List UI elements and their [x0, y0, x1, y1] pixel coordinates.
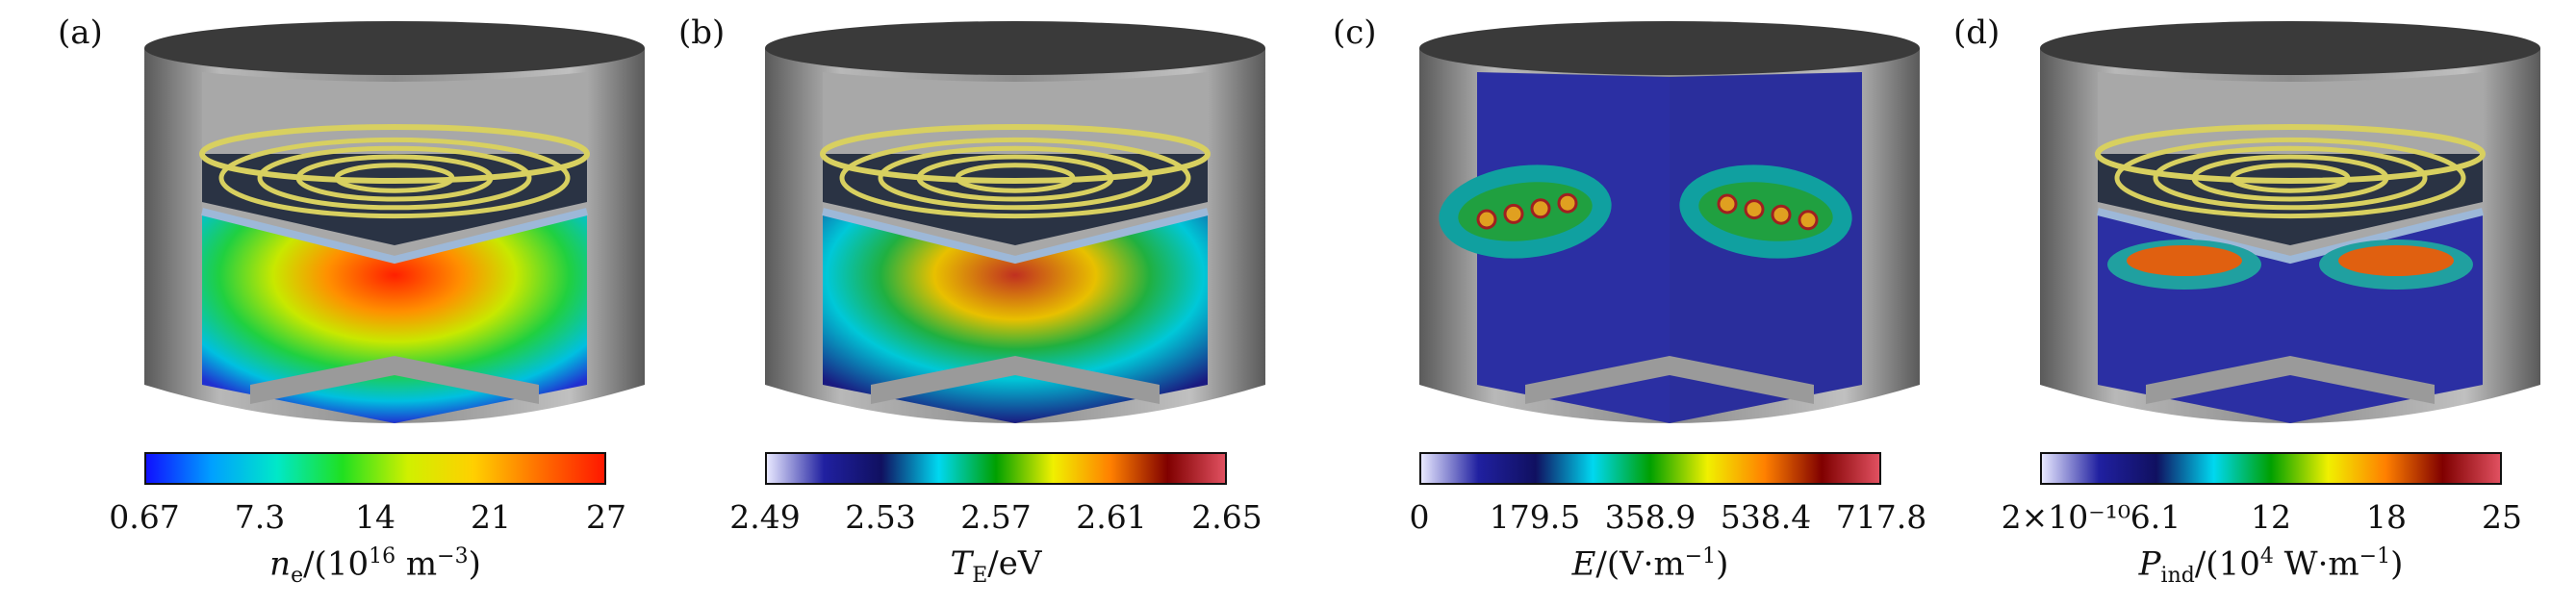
coil-outer — [2095, 124, 2486, 184]
chamber-lid — [1419, 21, 1920, 75]
chamber-base — [250, 356, 539, 404]
field-hotspot — [1798, 210, 1819, 231]
colorbar-tick: 2.53 — [845, 498, 916, 536]
field-hotspot — [1744, 199, 1765, 220]
coil-ring — [839, 137, 1191, 219]
label-unit-text: /(V·m — [1595, 544, 1685, 584]
chamber-lid — [144, 21, 645, 75]
label-quantity-sub: e — [291, 564, 304, 589]
colorbar-tick: 27 — [586, 498, 626, 536]
label-unit-sup: 16 — [369, 544, 396, 568]
colorbar-tick: 2×10⁻¹⁰ — [2001, 498, 2131, 536]
label-unit-tail: m — [395, 544, 438, 584]
power-lobe-core — [2338, 245, 2454, 276]
chamber-base — [2146, 356, 2435, 404]
chamber-render — [765, 21, 1265, 423]
label-unit-sup: −1 — [1684, 544, 1717, 568]
colorbar — [1419, 452, 1881, 485]
panel-d: (d) 2×10⁻¹⁰ 6.1 12 18 25 Pind/(104 W·m−1) — [1953, 0, 2569, 606]
chamber-render — [1419, 21, 1920, 423]
colorbar-tick: 0 — [1409, 498, 1430, 536]
colorbar-tick: 2.57 — [960, 498, 1032, 536]
colorbar-tick: 179.5 — [1489, 498, 1581, 536]
label-quantity-symbol: T — [950, 544, 973, 583]
colorbar-tick: 2.49 — [729, 498, 801, 536]
colorbar-ticks: 2.49 2.53 2.57 2.61 2.65 — [729, 498, 1262, 536]
coil-outer — [820, 124, 1211, 184]
plasma-slice — [202, 212, 587, 423]
coil-ring — [2114, 137, 2466, 219]
colorbar — [144, 452, 606, 485]
label-quantity-symbol: P — [2138, 544, 2161, 584]
field-hotspot — [1476, 209, 1497, 230]
label-quantity-sub: ind — [2160, 564, 2195, 589]
label-quantity-sub: E — [972, 563, 988, 588]
field-hotspot — [1717, 193, 1738, 215]
colorbar-tick: 358.9 — [1604, 498, 1696, 536]
coil-outer — [199, 124, 590, 184]
colorbar-tick: 2.61 — [1076, 498, 1147, 536]
chamber-render — [2040, 21, 2540, 423]
label-unit-text: /(10 — [2194, 544, 2260, 584]
label-unit-tail-sup: −3 — [437, 544, 469, 568]
colorbar — [765, 452, 1227, 485]
chamber-base — [871, 356, 1160, 404]
panel-label: (d) — [1953, 13, 2001, 52]
coil-ring — [218, 137, 571, 219]
colorbar-ticks: 0 179.5 358.9 538.4 717.8 — [1410, 498, 1927, 536]
field-hotspot — [1557, 192, 1578, 214]
colorbar-tick: 7.3 — [234, 498, 286, 536]
colorbar-label: Pind/(104 W·m−1) — [2040, 544, 2502, 588]
field-hotspot — [1771, 204, 1792, 225]
label-unit-close: ) — [2390, 544, 2404, 584]
power-lobe-core — [2127, 245, 2242, 276]
colorbar-label: ne/(1016 m−3) — [144, 544, 606, 588]
label-unit-tail: W·m — [2273, 544, 2359, 584]
chamber-base — [1525, 356, 1814, 404]
coil-ring — [878, 145, 1153, 211]
colorbar-tick: 21 — [471, 498, 511, 536]
colorbar-tick: 25 — [2482, 498, 2522, 536]
label-quantity-symbol: n — [269, 544, 292, 584]
label-unit-text: /eV — [987, 544, 1042, 583]
label-unit-text: /(10 — [303, 544, 370, 584]
label-unit-tail-sup: −1 — [2359, 544, 2391, 568]
colorbar-ticks: 2×10⁻¹⁰ 6.1 12 18 25 — [2002, 498, 2522, 536]
colorbar-label: E/(V·m−1) — [1419, 544, 1881, 583]
field-wall-left — [1477, 72, 1670, 423]
colorbar-tick: 538.4 — [1720, 498, 1812, 536]
colorbar-tick: 717.8 — [1835, 498, 1927, 536]
chamber-lid — [2040, 21, 2540, 75]
chamber-lid — [765, 21, 1265, 75]
slice-edge — [2097, 208, 2484, 265]
chamber-render — [144, 21, 645, 423]
label-unit-close: ) — [468, 544, 481, 584]
colorbar-tick: 2.65 — [1191, 498, 1262, 536]
colorbar-tick: 12 — [2251, 498, 2291, 536]
label-quantity-symbol: E — [1571, 544, 1596, 584]
colorbar-ticks: 0.67 7.3 14 21 27 — [109, 498, 626, 536]
coil-ring — [257, 145, 532, 211]
panel-label: (b) — [678, 13, 726, 52]
colorbar-tick: 18 — [2366, 498, 2407, 536]
field-hotspot — [1530, 198, 1551, 219]
panel-b: (b) 2.49 2.53 2.57 2.61 2.65 TE/eV — [678, 0, 1294, 606]
panel-a: (a) 0.67 7.3 14 21 27 ne/(1016 m−3) — [58, 0, 674, 606]
colorbar-tick: 14 — [355, 498, 395, 536]
slice-edge — [201, 208, 588, 265]
colorbar-label: TE/eV — [765, 544, 1227, 588]
panel-label: (c) — [1333, 13, 1377, 52]
coil-ring — [2153, 145, 2428, 211]
label-unit-close: ) — [1716, 544, 1729, 584]
colorbar-tick: 6.1 — [2130, 498, 2181, 536]
plasma-slice — [823, 212, 1208, 423]
label-unit-sup: 4 — [2259, 544, 2274, 568]
panel-c: (c) 0 179.5 358.9 538.4 717.8 E/(V·m−1) — [1333, 0, 1949, 606]
colorbar — [2040, 452, 2502, 485]
slice-edge — [822, 208, 1209, 265]
field-hotspot — [1503, 203, 1524, 224]
panel-label: (a) — [58, 13, 103, 52]
colorbar-tick: 0.67 — [109, 498, 180, 536]
